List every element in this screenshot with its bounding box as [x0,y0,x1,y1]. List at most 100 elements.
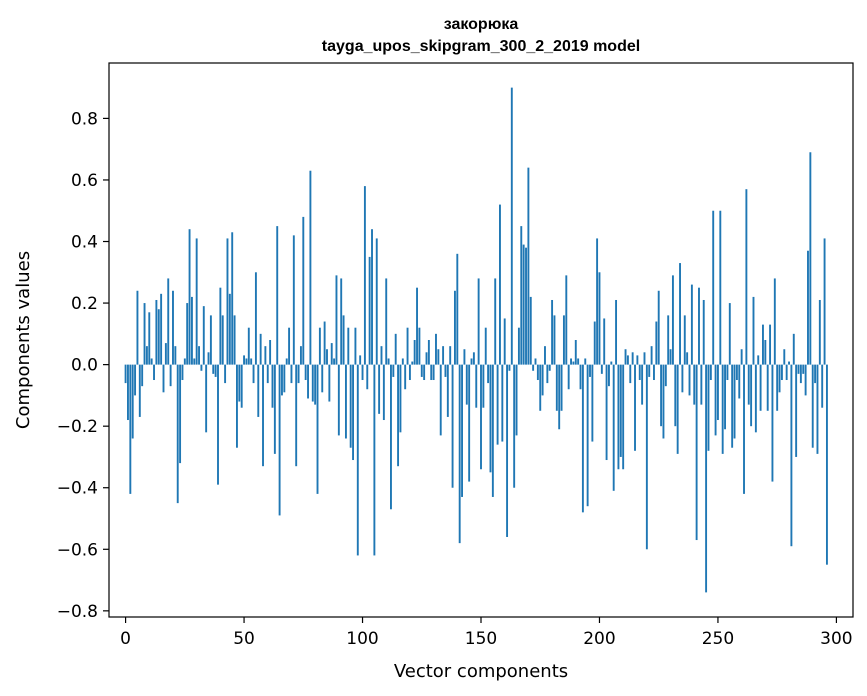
bar [299,346,302,365]
bar [375,238,378,365]
bar [622,364,625,470]
bar [532,364,535,371]
bar [745,189,748,365]
bar [430,364,433,381]
x-tick-label: 300 [820,629,852,649]
bar [728,303,731,365]
bar [634,364,636,451]
bar [693,364,696,405]
bar [138,364,141,417]
bar [404,364,407,390]
bar [546,364,549,384]
bar [600,364,603,374]
y-tick-label: 0.6 [71,171,98,191]
bar [188,229,191,365]
bar [603,318,606,365]
bar [503,318,506,365]
bar [555,364,558,411]
bar [529,296,532,365]
bar [484,327,487,365]
bar [281,364,283,396]
bar [807,250,809,365]
plot-area-frame [108,62,854,618]
bar [792,333,795,365]
bar [254,272,257,365]
bar [330,343,333,365]
bar [328,364,331,402]
bar [219,287,222,365]
bar [657,290,660,365]
bar [681,364,684,393]
bar [645,364,648,550]
bar [174,346,177,365]
bar [619,364,622,457]
bar [558,364,561,430]
bar [785,364,788,381]
bar [283,364,286,393]
bar [816,364,819,454]
bar [517,327,520,365]
bar [162,364,165,393]
bar [482,364,485,408]
bar [368,256,371,365]
bar [551,299,554,365]
bar [145,346,148,365]
bar [164,343,167,365]
bar [491,364,494,497]
bar [250,358,253,365]
bar [247,327,250,365]
bar [143,303,146,365]
bar [131,364,134,439]
bar [695,364,698,541]
bar [655,321,658,365]
bar [321,364,324,393]
bar [463,349,466,365]
bar [567,364,570,390]
bar [579,364,582,390]
bar [617,364,620,470]
bar [311,364,314,402]
bar [382,364,385,421]
bar [435,333,437,365]
bar [378,364,381,414]
bar [371,229,373,365]
bar [553,315,556,365]
bar [451,364,454,488]
bar [650,346,653,365]
bar [420,364,423,377]
bar [266,364,269,384]
bar [721,364,724,454]
bar [318,327,321,365]
bar [205,364,208,433]
bar [183,358,186,365]
x-axis-ticks: 0 50 100 150 200 250 300 [120,617,853,649]
bar [683,315,686,365]
bar [714,364,717,436]
bar [776,364,779,411]
bar [468,364,471,482]
bar [226,238,229,365]
bar [641,364,644,405]
bar [636,355,639,365]
bar [295,364,298,467]
bar [323,321,326,365]
bar [709,364,712,381]
bar [193,358,196,365]
bar [544,346,546,365]
bar [581,364,584,513]
bar [669,349,672,365]
bar [380,346,383,365]
bar [354,327,357,365]
x-tick-label: 0 [120,629,131,649]
bar [259,333,262,365]
bar [233,315,236,365]
bar [539,364,542,411]
bar [326,349,328,365]
bar [743,364,745,494]
bar [352,364,354,461]
y-tick-label: −0.6 [57,540,98,560]
bar [224,364,227,384]
bar [278,364,281,516]
y-tick-label: 0.2 [71,294,98,314]
